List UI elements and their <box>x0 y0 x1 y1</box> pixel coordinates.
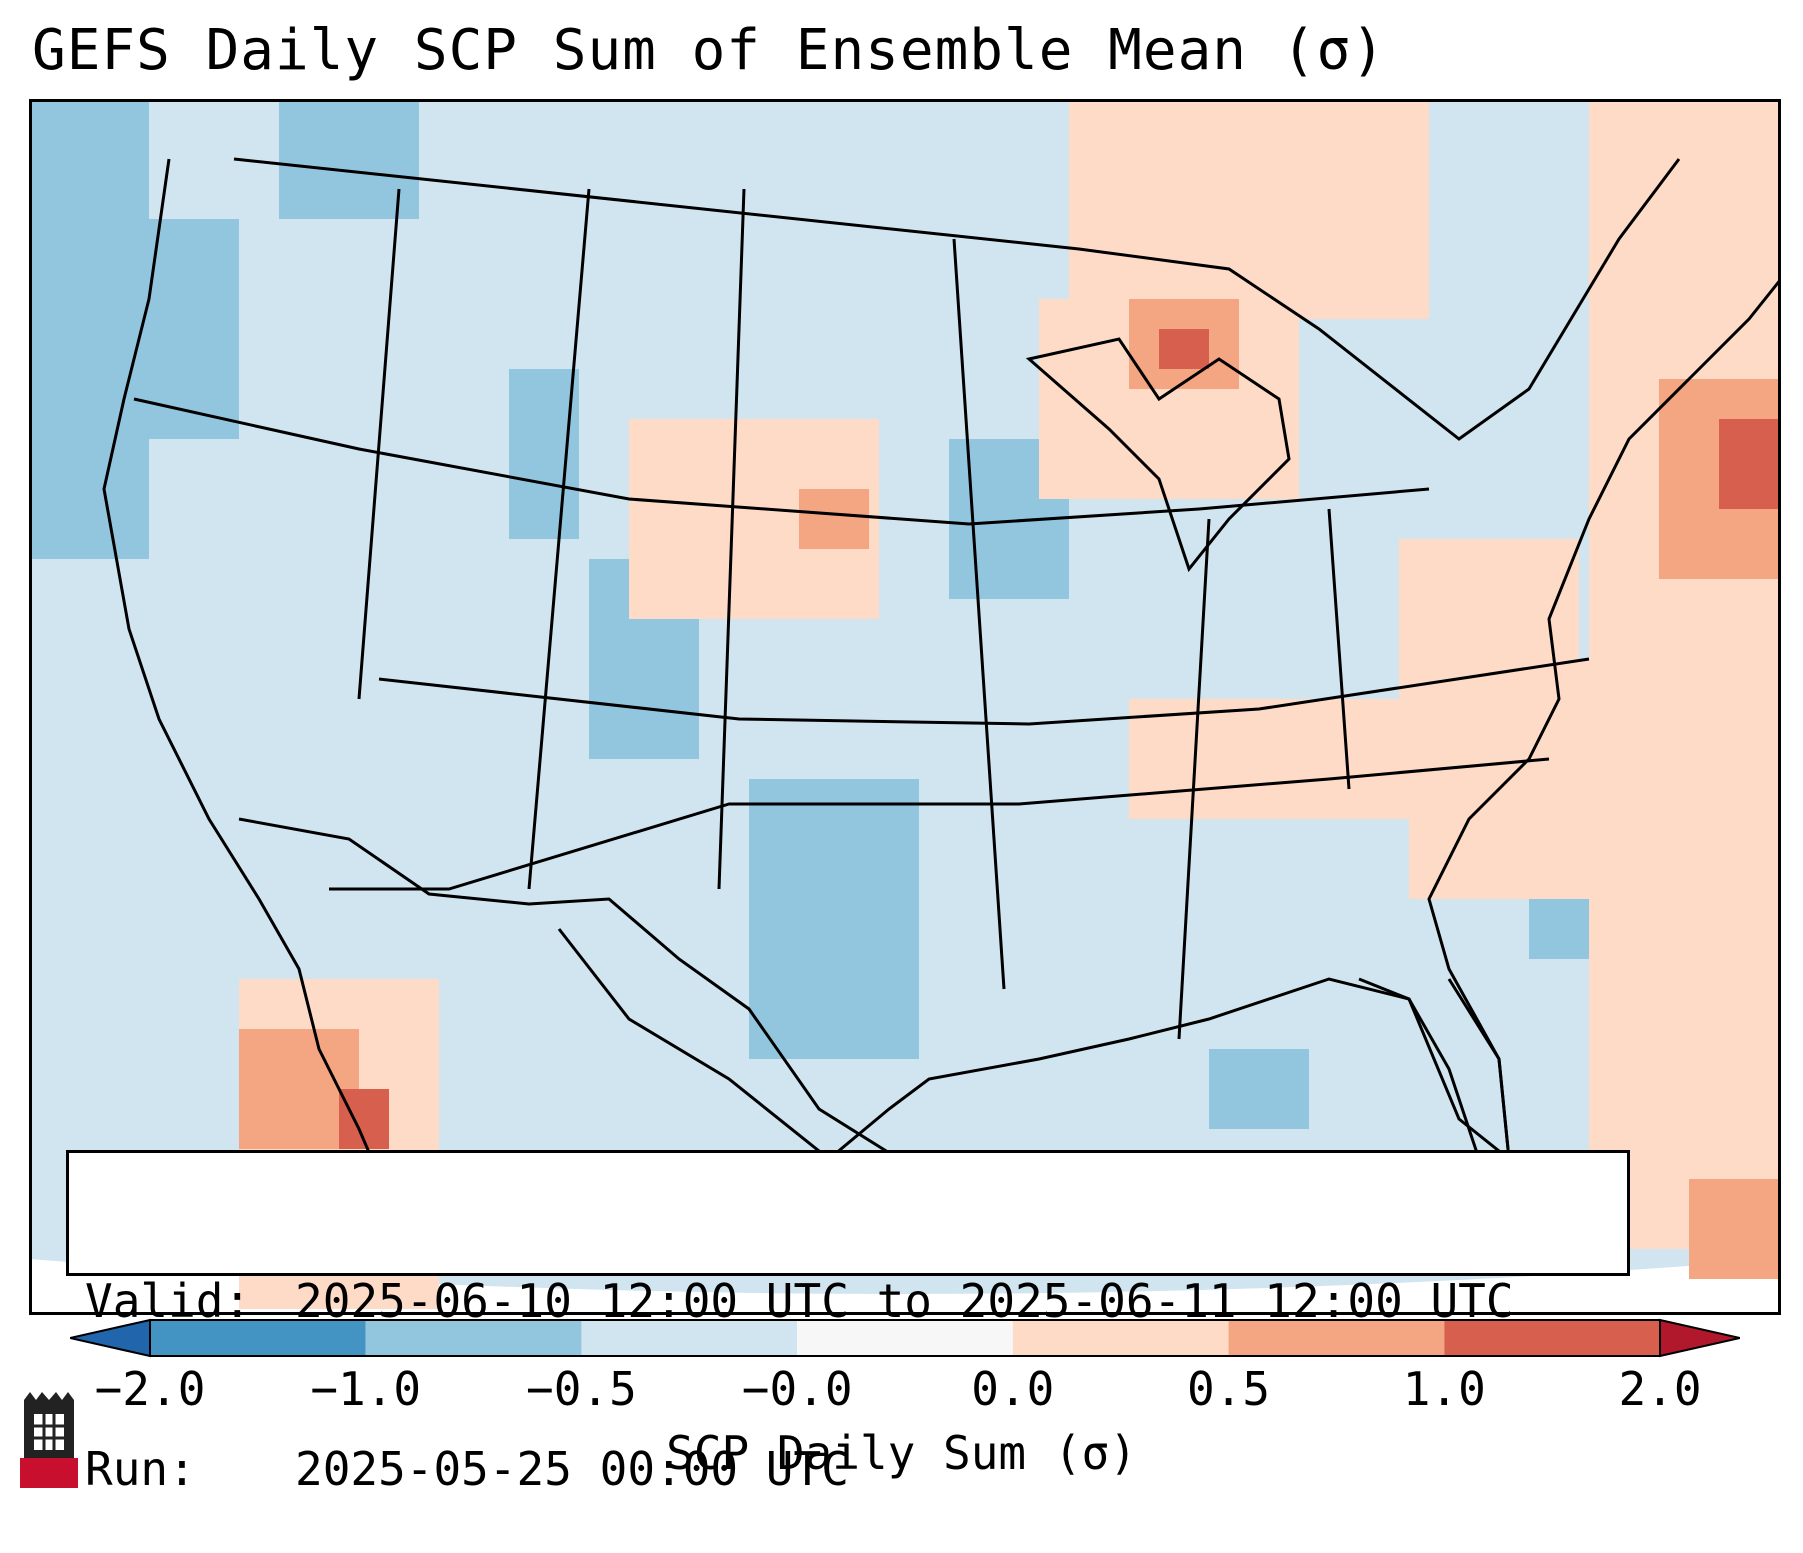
colorbar-tick-label: −0.5 <box>526 1362 637 1416</box>
colorbar-tick-label: −2.0 <box>94 1362 206 1416</box>
map-frame <box>29 99 1781 1315</box>
colorbar-tick-label: −1.0 <box>310 1362 422 1416</box>
colorbar-segment <box>1012 1320 1229 1356</box>
colorbar-segment <box>797 1320 1013 1356</box>
colorbar-segment <box>365 1320 582 1356</box>
anomaly-patch <box>1129 699 1409 819</box>
anomaly-patch <box>749 779 919 1059</box>
anomaly-patch <box>1159 329 1209 369</box>
colorbar-extend-high <box>1659 1318 1740 1358</box>
projection-edge <box>29 1259 1781 1315</box>
anomaly-patch <box>799 489 869 549</box>
anomaly-patch <box>119 219 239 439</box>
anomaly-patch <box>1409 659 1669 899</box>
great-lakes <box>1025 337 1291 573</box>
colorbar-segment <box>581 1320 798 1356</box>
run-label: Run: <box>85 1442 196 1496</box>
anomaly-patch <box>1209 1049 1309 1129</box>
logo-window-grid <box>34 1414 64 1450</box>
anomaly-patches <box>29 99 1781 1309</box>
canada-border <box>233 157 1681 441</box>
colorbar-label: SCP Daily Sum (σ) <box>666 1426 1137 1480</box>
logo-window-lines <box>34 1414 64 1450</box>
colorbar-tick-label: 0.0 <box>971 1362 1055 1416</box>
logo-crenellation <box>24 1392 74 1400</box>
mexico-border <box>238 817 900 1161</box>
state-lines-south <box>329 757 1550 891</box>
colorbar-tick-label: 1.0 <box>1402 1362 1486 1416</box>
state-verticals <box>357 188 1351 1040</box>
anomaly-patch <box>509 369 579 539</box>
niu-logo <box>20 1392 78 1488</box>
colorbar-tick-label: 0.5 <box>1187 1362 1271 1416</box>
state-lines-mid <box>378 657 1590 726</box>
map-panel <box>29 99 1781 1315</box>
anomaly-patch <box>1069 99 1429 319</box>
colorbar <box>70 1318 1740 1358</box>
colorbar-tick-label: −0.0 <box>741 1362 853 1416</box>
chart-title: GEFS Daily SCP Sum of Ensemble Mean (σ) <box>32 18 1386 83</box>
colorbar-segment <box>1444 1320 1660 1356</box>
anomaly-patch <box>279 99 419 219</box>
west-coast <box>102 158 391 1200</box>
colorbar-tick-label: 2.0 <box>1618 1362 1702 1416</box>
colorbar-segments <box>149 1319 1661 1357</box>
anomaly-patch <box>1719 419 1781 509</box>
colorbar-extend-low <box>70 1318 151 1358</box>
state-lines-north <box>133 397 1430 526</box>
run-value: 2025-05-25 00:00 UTC <box>295 1442 849 1496</box>
colorbar-segment <box>1228 1320 1445 1356</box>
logo-badge <box>20 1458 78 1488</box>
colorbar-segment <box>150 1320 366 1356</box>
run-info-box: Valid: 2025-06-10 12:00 UTC to 2025-06-11… <box>66 1150 1630 1496</box>
anomaly-patch <box>1689 1179 1781 1279</box>
